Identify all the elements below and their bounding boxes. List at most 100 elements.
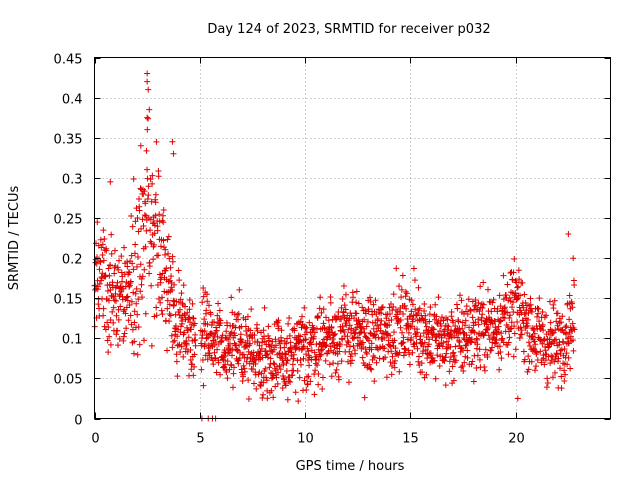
data-point bbox=[495, 323, 502, 330]
data-point bbox=[498, 355, 505, 362]
data-point bbox=[373, 359, 380, 366]
data-point bbox=[531, 330, 538, 337]
data-point bbox=[99, 241, 106, 248]
data-point bbox=[144, 166, 151, 173]
data-point bbox=[381, 345, 388, 352]
data-point bbox=[564, 361, 571, 368]
data-point bbox=[187, 346, 194, 353]
data-point bbox=[135, 228, 142, 235]
data-point bbox=[502, 291, 509, 298]
data-point bbox=[254, 338, 261, 345]
data-point bbox=[460, 368, 467, 375]
data-point bbox=[170, 150, 177, 157]
data-point bbox=[110, 293, 117, 300]
data-point bbox=[128, 321, 135, 328]
data-point bbox=[123, 294, 130, 301]
x-axis-label: GPS time / hours bbox=[296, 459, 405, 474]
data-point bbox=[391, 337, 398, 344]
data-point bbox=[410, 265, 417, 272]
data-point bbox=[520, 304, 527, 311]
data-point bbox=[525, 366, 532, 373]
data-point bbox=[528, 358, 535, 365]
data-point bbox=[97, 236, 104, 243]
data-point bbox=[553, 318, 560, 325]
data-point bbox=[467, 307, 474, 314]
data-point bbox=[513, 296, 520, 303]
data-point bbox=[558, 319, 565, 326]
data-point bbox=[156, 218, 163, 225]
data-point bbox=[516, 276, 523, 283]
data-point bbox=[99, 270, 106, 277]
data-point bbox=[539, 340, 546, 347]
data-point bbox=[521, 311, 528, 318]
data-point bbox=[261, 304, 268, 311]
data-point bbox=[514, 318, 521, 325]
data-point bbox=[565, 230, 572, 237]
data-point bbox=[525, 339, 532, 346]
data-point bbox=[132, 241, 139, 248]
data-point bbox=[104, 287, 111, 294]
data-point bbox=[304, 381, 311, 388]
data-point bbox=[508, 319, 515, 326]
data-point bbox=[129, 326, 136, 333]
data-point bbox=[111, 297, 118, 304]
data-point bbox=[116, 293, 123, 300]
data-point bbox=[358, 329, 365, 335]
data-point bbox=[175, 267, 182, 274]
data-point bbox=[257, 383, 264, 390]
data-point bbox=[204, 298, 211, 305]
data-point bbox=[471, 302, 478, 309]
data-point bbox=[355, 317, 362, 324]
data-point bbox=[253, 385, 260, 392]
data-point bbox=[390, 329, 397, 336]
data-point bbox=[259, 395, 266, 402]
data-point bbox=[400, 352, 407, 359]
data-point bbox=[223, 368, 230, 375]
data-point bbox=[105, 324, 112, 331]
data-point bbox=[341, 329, 348, 336]
data-point bbox=[112, 290, 119, 297]
data-point bbox=[167, 312, 174, 319]
data-point bbox=[552, 326, 559, 333]
data-point bbox=[387, 343, 394, 350]
data-point bbox=[326, 361, 333, 368]
data-point bbox=[373, 311, 380, 318]
data-point bbox=[463, 303, 470, 310]
data-point bbox=[470, 322, 477, 329]
data-point bbox=[259, 354, 266, 361]
data-point bbox=[165, 233, 172, 240]
data-point bbox=[140, 190, 147, 197]
data-point bbox=[111, 247, 118, 254]
data-point bbox=[340, 282, 347, 289]
data-point bbox=[276, 362, 283, 369]
data-point bbox=[399, 272, 406, 279]
data-point bbox=[560, 339, 567, 346]
data-point bbox=[228, 294, 235, 301]
data-point bbox=[100, 305, 107, 312]
data-point bbox=[298, 346, 305, 353]
data-point bbox=[266, 335, 273, 342]
data-point bbox=[143, 147, 150, 154]
data-point bbox=[236, 342, 243, 349]
data-point bbox=[277, 366, 284, 373]
data-point bbox=[246, 340, 253, 347]
data-point bbox=[139, 216, 146, 223]
data-point bbox=[162, 251, 169, 258]
data-point bbox=[409, 301, 416, 308]
data-point bbox=[484, 354, 491, 361]
data-point bbox=[297, 356, 304, 363]
data-point bbox=[464, 311, 471, 318]
data-point bbox=[304, 345, 311, 352]
data-point bbox=[331, 331, 338, 338]
data-point bbox=[107, 287, 114, 294]
data-point bbox=[126, 283, 133, 290]
data-point bbox=[370, 301, 377, 308]
data-point bbox=[141, 337, 148, 344]
data-point bbox=[252, 371, 259, 378]
data-point bbox=[555, 355, 562, 362]
data-point bbox=[181, 310, 188, 317]
data-point bbox=[342, 306, 349, 313]
data-point bbox=[409, 349, 416, 356]
data-point bbox=[474, 352, 481, 359]
data-point bbox=[204, 321, 211, 328]
